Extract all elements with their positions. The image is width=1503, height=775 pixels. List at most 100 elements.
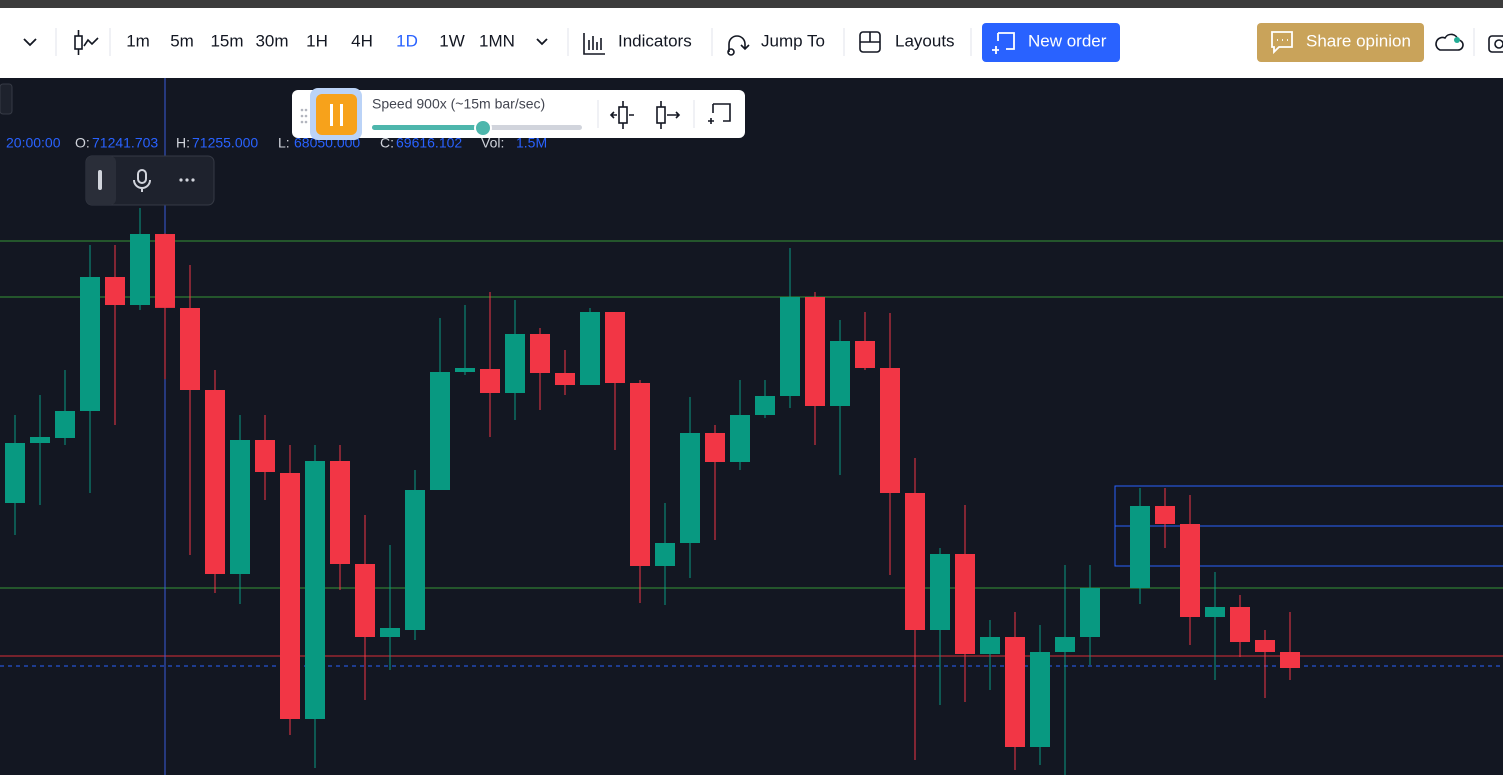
chart xyxy=(0,78,1503,775)
candle-body xyxy=(730,415,750,462)
timeframe-button[interactable]: 1W xyxy=(439,31,465,50)
legend-label: Vol: xyxy=(481,135,504,151)
new-order-label: New order xyxy=(1028,31,1107,50)
candle-body xyxy=(1180,524,1200,617)
legend-value: 71255.000 xyxy=(192,135,258,151)
legend-label: L: xyxy=(278,135,290,151)
legend-value: 71241.703 xyxy=(92,135,158,151)
share-opinion-button[interactable] xyxy=(1257,23,1424,62)
candle-body xyxy=(680,433,700,543)
candle-body xyxy=(755,396,775,415)
speed-thumb[interactable] xyxy=(474,119,492,137)
pause-icon xyxy=(340,104,343,126)
snapshot-icon[interactable] xyxy=(1488,35,1503,53)
candle-body xyxy=(530,334,550,373)
candle-body xyxy=(980,637,1000,654)
candle-body xyxy=(1005,637,1025,747)
candle-body xyxy=(555,373,575,385)
candle-body xyxy=(380,628,400,637)
candle-body xyxy=(130,234,150,305)
indicators-icon xyxy=(583,33,605,55)
chart-background xyxy=(0,78,1503,775)
toolbar-bg xyxy=(0,8,1503,78)
candle-body xyxy=(180,308,200,390)
candle-body xyxy=(1055,637,1075,652)
symbol-dropdown[interactable] xyxy=(23,38,37,47)
candle-body xyxy=(255,440,275,472)
select-bar[interactable] xyxy=(708,103,731,124)
candle-body xyxy=(1130,506,1150,588)
indicators-button[interactable]: Indicators xyxy=(618,31,692,50)
candle-body xyxy=(630,383,650,566)
drawing-panel xyxy=(85,155,215,206)
candle-body xyxy=(1230,607,1250,642)
timeframe-button[interactable]: 4H xyxy=(351,31,373,50)
replay-drag[interactable] xyxy=(300,108,308,124)
candle-body xyxy=(1205,607,1225,617)
candle-body xyxy=(880,368,900,493)
candle-body xyxy=(105,277,125,305)
step-forward[interactable] xyxy=(656,101,681,129)
candle-body xyxy=(1255,640,1275,652)
chart-type[interactable] xyxy=(74,30,99,55)
candle-body xyxy=(855,341,875,368)
candle-body xyxy=(605,312,625,383)
step-back[interactable] xyxy=(609,101,634,129)
candle-body xyxy=(1155,506,1175,524)
share-opinion-label: Share opinion xyxy=(1306,31,1411,50)
candle-body xyxy=(955,554,975,654)
ohlc-legend: 20:00:00 O: 71241.703 H: 71255.000 L: 68… xyxy=(6,135,547,151)
side-tab[interactable] xyxy=(0,83,13,115)
new-order-button[interactable] xyxy=(982,23,1120,62)
pause-button[interactable] xyxy=(316,94,357,135)
jump-to-button[interactable]: Jump To xyxy=(761,31,825,50)
candle-body xyxy=(830,341,850,406)
candle-body xyxy=(505,334,525,393)
timeframe-button[interactable]: 30m xyxy=(255,31,288,50)
candle-body xyxy=(230,440,250,574)
candle-body xyxy=(330,461,350,564)
toolbar: 1m 5m 15m 30m 1H 4H 1D 1W 1MN Indicators Jump To… xyxy=(0,8,1503,78)
new-order-icon xyxy=(992,32,1015,54)
share-icon xyxy=(1271,31,1293,55)
candle-body xyxy=(705,433,725,462)
candle-body xyxy=(305,461,325,719)
candle-body xyxy=(55,411,75,438)
candle-body xyxy=(280,473,300,719)
legend-value: 1.5M xyxy=(516,135,547,151)
layouts-button[interactable]: Layouts xyxy=(895,31,955,50)
replay-panel: Speed 900x (~15m bar/sec) xyxy=(292,88,745,140)
candle-body xyxy=(30,437,50,443)
legend-label: C: xyxy=(380,135,394,151)
more-button[interactable] xyxy=(179,178,195,182)
jump-icon xyxy=(727,35,750,56)
legend-time: 20:00:00 xyxy=(6,135,61,151)
timeframe-button[interactable]: 15m xyxy=(210,31,243,50)
candle-body xyxy=(930,554,950,630)
candle-body xyxy=(455,368,475,372)
legend-label: H: xyxy=(176,135,190,151)
candle-body xyxy=(205,390,225,574)
timeframe-button[interactable]: 5m xyxy=(170,31,194,50)
candle-body xyxy=(5,443,25,503)
candles xyxy=(5,208,1300,775)
candle-body xyxy=(1280,652,1300,668)
speed-label: Speed 900x (~15m bar/sec) xyxy=(372,96,545,112)
timeframe-button[interactable]: 1H xyxy=(306,31,328,50)
candle-body xyxy=(780,297,800,396)
timeframes: 1m 5m 15m 30m 1H 4H 1D 1W 1MN xyxy=(126,31,515,50)
timeframe-button[interactable]: 1MN xyxy=(479,31,515,50)
candle-body xyxy=(155,234,175,308)
candle-body xyxy=(1030,652,1050,747)
timeframe-dropdown[interactable] xyxy=(536,38,548,46)
candle-body xyxy=(1080,588,1100,637)
mic-button[interactable] xyxy=(133,169,151,192)
candle-body xyxy=(430,372,450,490)
cloud-icon[interactable] xyxy=(1435,33,1464,51)
timeframe-button[interactable]: 1m xyxy=(126,31,150,50)
candle-body xyxy=(905,493,925,630)
timeframe-button[interactable]: 1D xyxy=(396,31,418,50)
candle-body xyxy=(405,490,425,630)
